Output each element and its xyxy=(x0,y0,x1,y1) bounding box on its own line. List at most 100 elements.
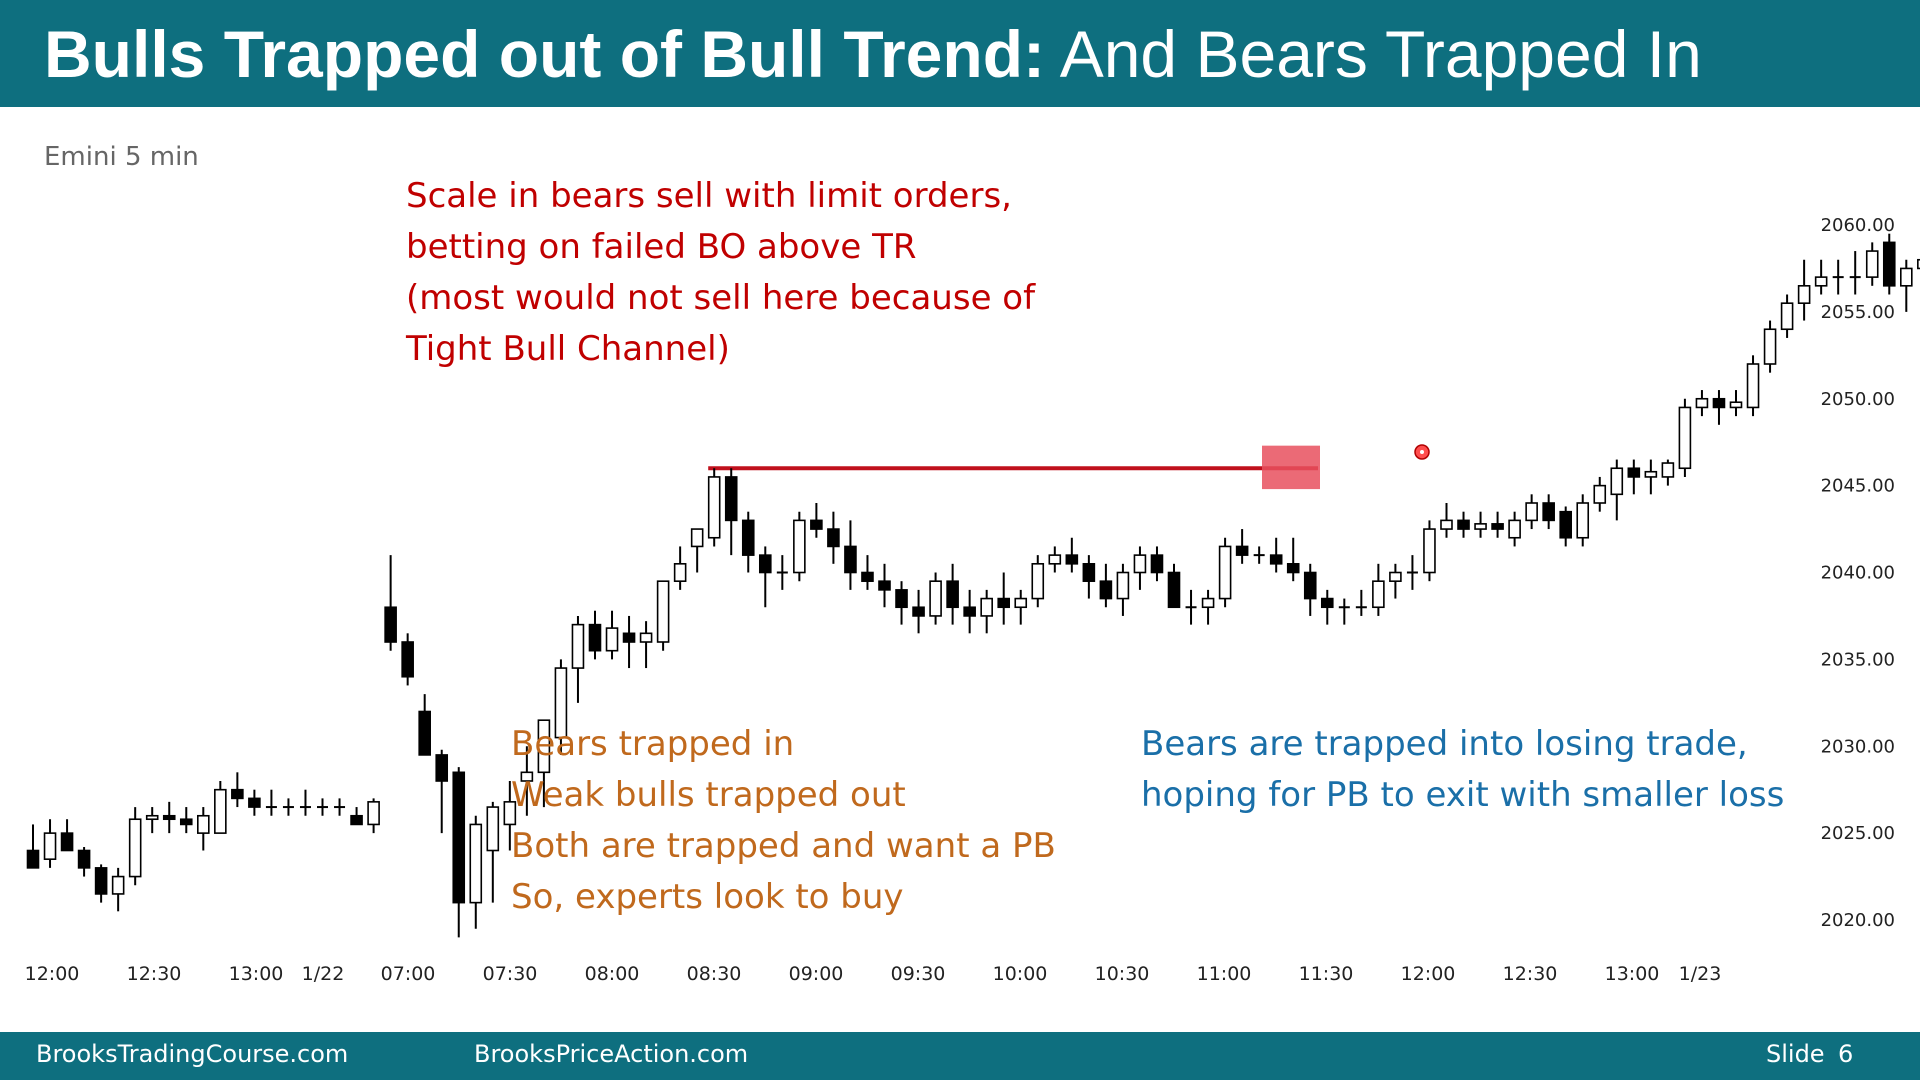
candle-body-bull xyxy=(793,519,806,574)
candle-body-bull xyxy=(1695,397,1709,409)
title-bar: Bulls Trapped out of Bull Trend: And Bea… xyxy=(0,0,1920,107)
candle-body-bull xyxy=(1797,285,1811,304)
candle-body-bear xyxy=(810,519,823,530)
x-tick-label: 08:30 xyxy=(687,963,742,985)
note-red-line: Scale in bears sell with limit orders, xyxy=(406,176,1012,216)
candle-body-bull xyxy=(469,823,483,904)
candle-body-bear xyxy=(231,788,244,800)
x-tick-label: 10:00 xyxy=(993,963,1048,985)
note-red: Scale in bears sell with limit orders, b… xyxy=(406,171,1035,375)
candle-body-bull xyxy=(1610,467,1624,496)
slide-title-bold: Bulls Trapped out of Bull Trend: xyxy=(44,17,1045,91)
candle-body-bull xyxy=(690,528,704,548)
candle-body-bear xyxy=(26,849,40,869)
candle-body-bear xyxy=(912,606,925,617)
x-tick-label: 07:30 xyxy=(483,963,538,985)
x-tick-label: 11:30 xyxy=(1299,963,1354,985)
candle-body-bear xyxy=(1150,554,1164,574)
note-orange-line: Both are trapped and want a PB xyxy=(511,826,1056,866)
candle-body-bull xyxy=(656,580,670,643)
candle-body-bull xyxy=(486,806,500,852)
candle-body-bull xyxy=(673,563,687,582)
candle-body-bull xyxy=(1389,571,1402,582)
candle-body-bear xyxy=(741,519,755,556)
slide-title-normal: And Bears Trapped In xyxy=(1059,17,1702,91)
x-tick-label: 12:30 xyxy=(127,963,182,985)
footer-bar: BrooksTradingCourse.com BrooksPriceActio… xyxy=(0,1032,1920,1080)
candle-body-bull xyxy=(503,801,517,826)
footer-slide-label: Slide xyxy=(1766,1040,1825,1068)
candle-body-bull xyxy=(520,771,534,782)
note-orange: Bears trapped in Weak bulls trapped out … xyxy=(511,719,1056,923)
candle-body-bull xyxy=(1746,363,1760,409)
x-tick-label: 1/22 xyxy=(302,963,345,985)
y-tick-label: 2050.00 xyxy=(1821,389,1895,410)
candle-body-bull xyxy=(980,597,993,617)
y-tick-label: 2060.00 xyxy=(1821,215,1895,236)
candle-body-bear xyxy=(1065,554,1079,565)
x-tick-label: 07:00 xyxy=(381,963,436,985)
candle-body-bear xyxy=(963,606,976,617)
candle-body-bear xyxy=(997,597,1011,609)
candle-body-bull xyxy=(1423,528,1436,574)
x-tick-label: 10:30 xyxy=(1095,963,1150,985)
y-tick-label: 2025.00 xyxy=(1821,823,1895,844)
candle-body-bear xyxy=(861,571,874,582)
y-tick-label: 2035.00 xyxy=(1821,649,1895,670)
footer-site-left: BrooksTradingCourse.com xyxy=(36,1040,349,1068)
candle-body-bull xyxy=(1440,519,1453,530)
candle-body-bull xyxy=(1814,276,1828,287)
candle-body-bull xyxy=(1729,401,1743,409)
candle-body-bull xyxy=(1900,267,1913,287)
x-tick-label: 12:30 xyxy=(1503,963,1558,985)
candle-body-bear xyxy=(60,832,74,852)
candle-body-bull xyxy=(1644,470,1658,478)
candle-body-bear xyxy=(1712,397,1726,409)
candle-body-bull xyxy=(1014,597,1028,609)
candle-body-bull xyxy=(571,623,585,669)
note-blue: Bears are trapped into losing trade, hop… xyxy=(1141,719,1784,821)
candle-body-bull xyxy=(1048,554,1062,565)
x-tick-label: 08:00 xyxy=(585,963,640,985)
candle-body-bear xyxy=(1491,523,1504,530)
candle-body-bear xyxy=(435,754,449,782)
candle-body-bull xyxy=(1031,563,1045,600)
note-orange-line: So, experts look to buy xyxy=(511,877,904,917)
candle-body-bull xyxy=(197,814,210,834)
candle-body-bull xyxy=(1201,597,1215,609)
candle-body-bull xyxy=(1133,554,1147,574)
candle-body-bull xyxy=(1917,258,1920,270)
candle-body-bear xyxy=(1320,597,1334,609)
candle-body-bear xyxy=(94,867,108,895)
candle-body-bear xyxy=(1457,519,1470,530)
candle-body-bear xyxy=(401,641,414,678)
x-tick-label: 13:00 xyxy=(1605,963,1660,985)
note-blue-line: hoping for PB to exit with smaller loss xyxy=(1141,775,1785,815)
x-tick-label: 09:30 xyxy=(891,963,946,985)
candle-body-bear xyxy=(452,771,466,904)
candle-body-bull xyxy=(1525,502,1538,522)
candle-body-bear xyxy=(758,554,772,574)
candle-body-bear xyxy=(418,710,431,756)
candle-body-bull xyxy=(1474,523,1487,530)
candle-body-bull xyxy=(111,875,125,895)
candle-body-bull xyxy=(1593,484,1607,504)
candle-body-bull xyxy=(1661,462,1675,478)
candle-body-bear xyxy=(350,814,363,826)
candle-body-bear xyxy=(1099,580,1113,600)
note-red-line: Tight Bull Channel) xyxy=(406,329,730,369)
footer-slide-number: 6 xyxy=(1838,1040,1854,1068)
y-tick-label: 2030.00 xyxy=(1821,736,1895,757)
candle-body-bear xyxy=(1167,571,1181,609)
candle-body-bear xyxy=(248,797,261,808)
candle-body-bull xyxy=(639,632,653,643)
candle-body-bull xyxy=(214,788,227,834)
y-tick-label: 2055.00 xyxy=(1821,302,1895,323)
candle-body-bear xyxy=(1627,467,1641,478)
note-red-line: (most would not sell here because of xyxy=(406,278,1036,318)
candle-body-bull xyxy=(367,801,380,826)
candle-body-bull xyxy=(1508,519,1521,539)
note-orange-line: Bears trapped in xyxy=(511,724,795,764)
x-tick-label: 13:00 xyxy=(229,963,284,985)
candle-body-bull xyxy=(554,667,568,739)
